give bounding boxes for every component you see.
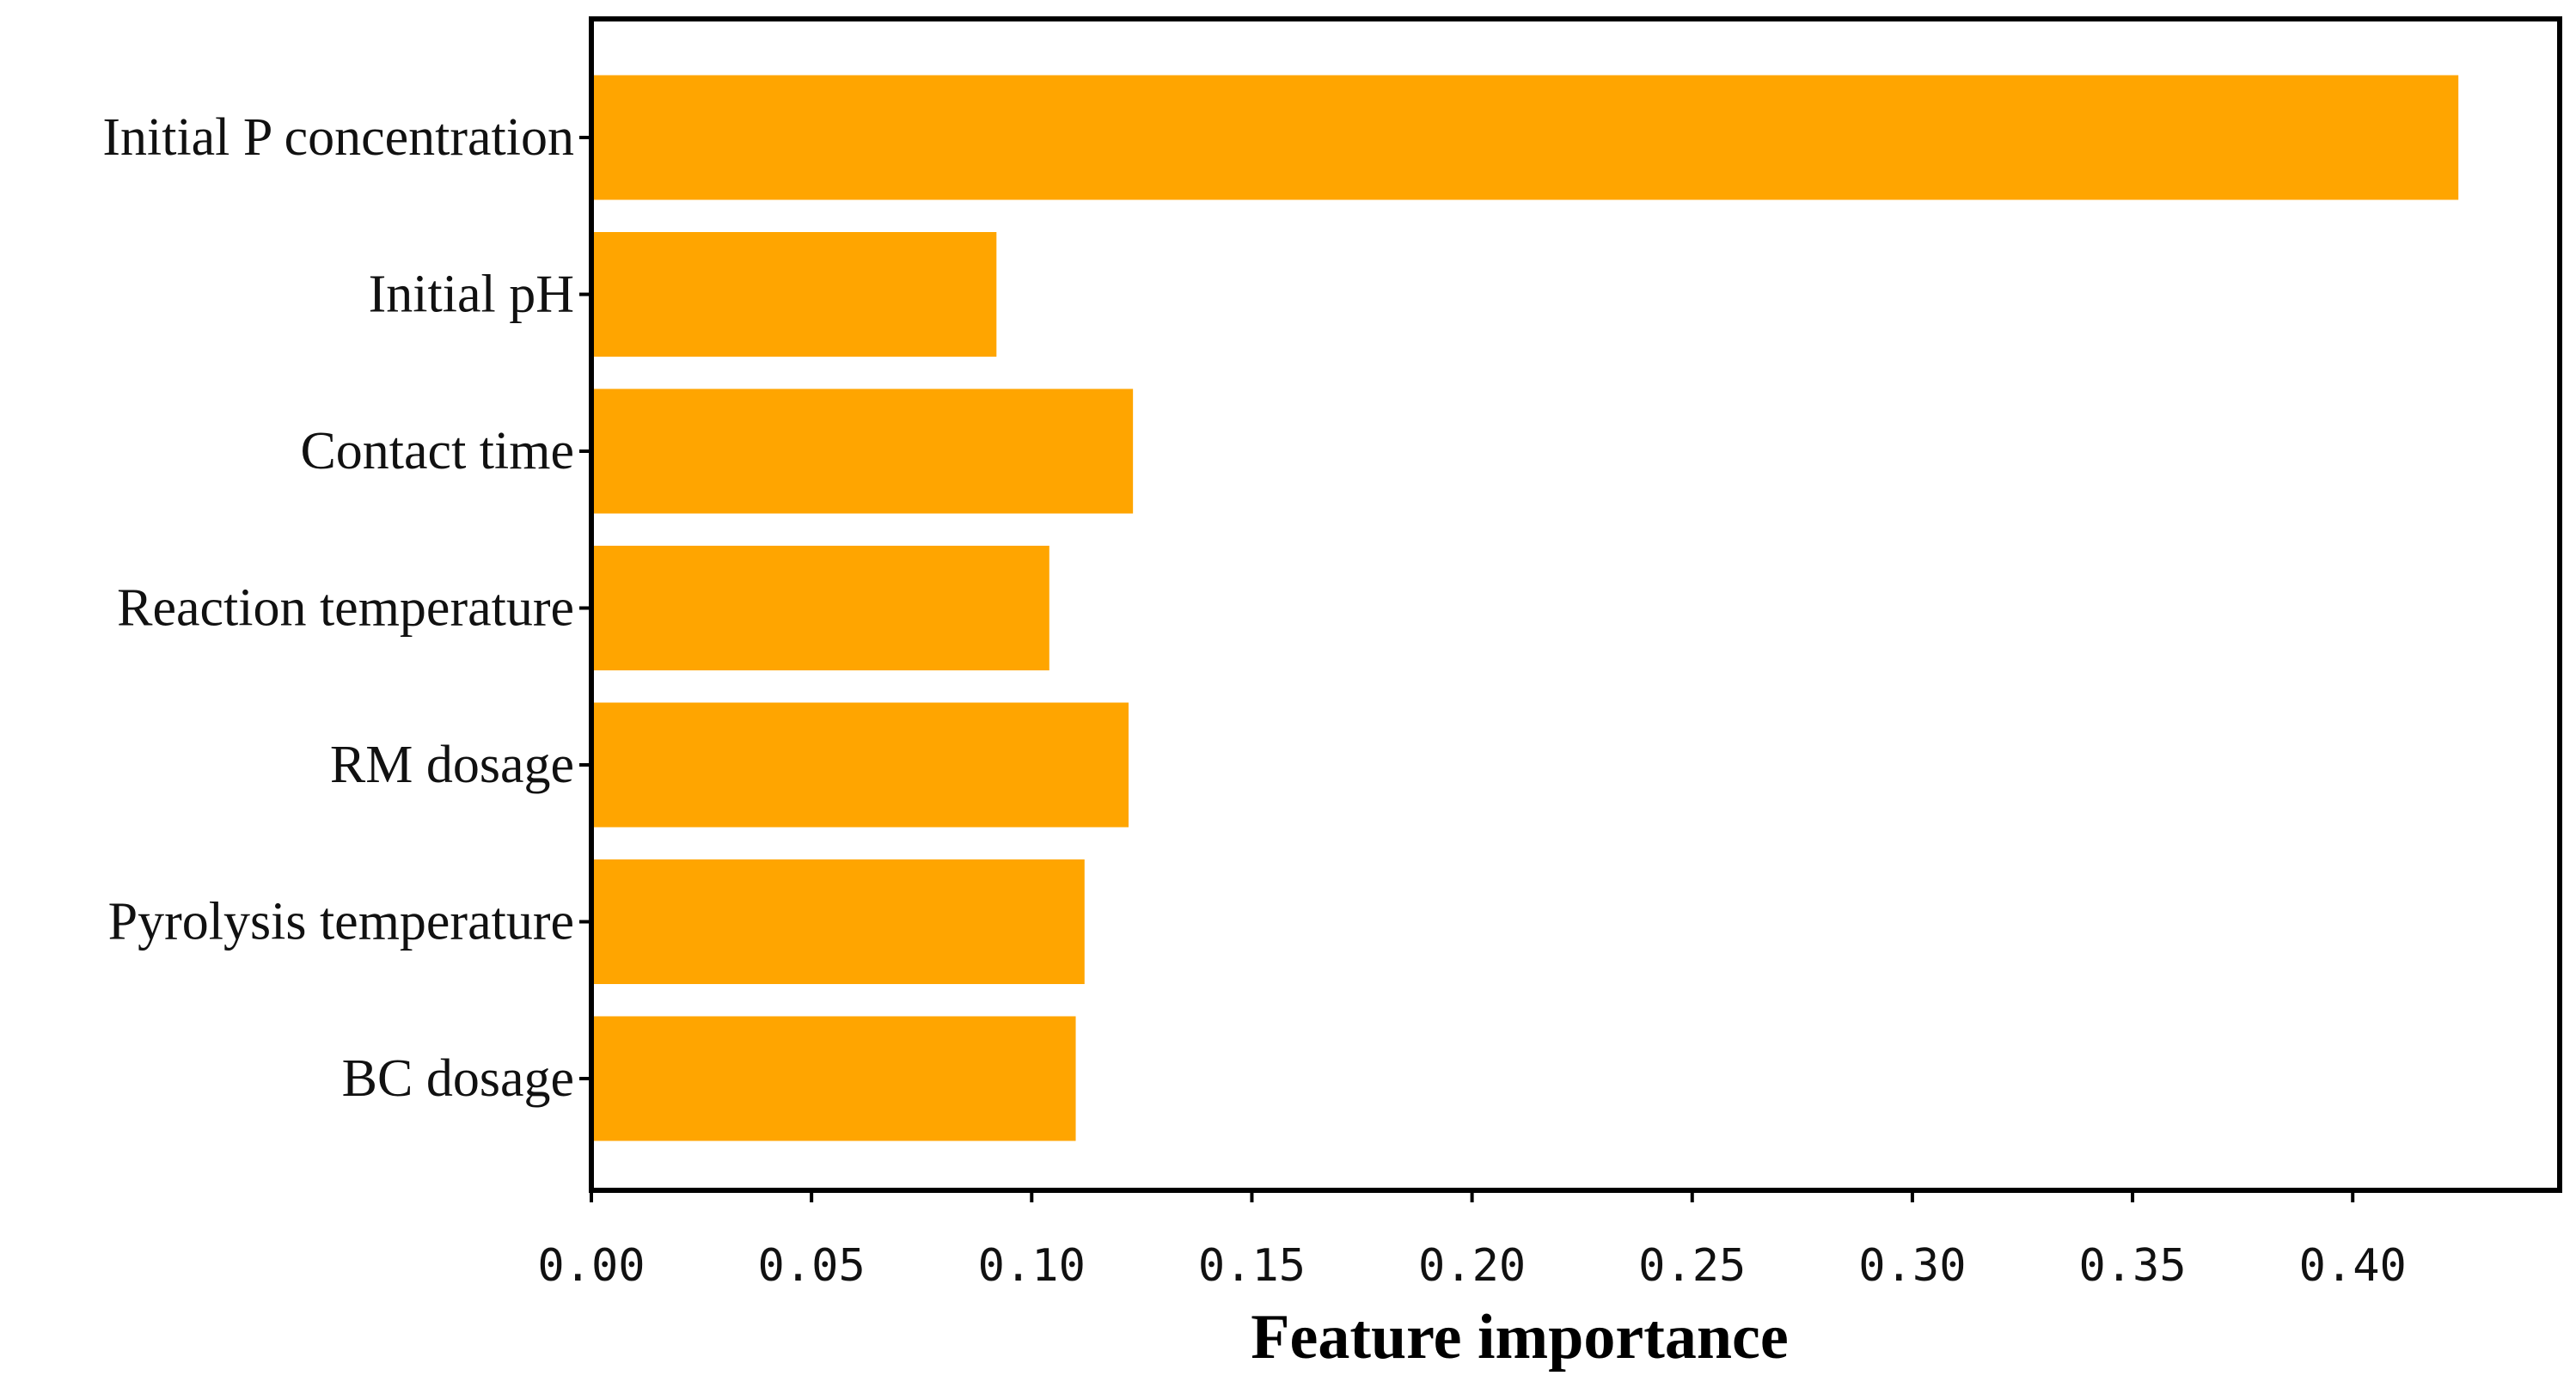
x-tick-label: 0.35 (2078, 1240, 2186, 1292)
x-tick-label: 0.15 (1198, 1240, 1306, 1292)
bar (591, 232, 997, 357)
bar (591, 388, 1134, 514)
category-label: Initial P concentration (102, 108, 574, 167)
category-label: RM dosage (330, 736, 574, 794)
x-axis-title: Feature importance (1251, 1302, 1788, 1373)
category-label: Pyrolysis temperature (108, 893, 574, 951)
x-tick-label: 0.25 (1638, 1240, 1746, 1292)
x-axis-ticks: 0.00 0.05 0.10 0.15 0.20 0.25 0.30 0.35 0.40 (537, 1190, 2407, 1292)
bar (591, 702, 1129, 828)
bar (591, 859, 1085, 984)
x-tick-label: 0.10 (978, 1240, 1086, 1292)
bar (591, 546, 1049, 670)
category-label: Initial pH (369, 266, 574, 324)
bars-group (591, 75, 2459, 1141)
x-tick-label: 0.05 (758, 1240, 866, 1292)
category-label: BC dosage (342, 1049, 574, 1108)
x-tick-label: 0.00 (537, 1240, 645, 1292)
plot-frame (589, 16, 2562, 1193)
x-tick-label: 0.40 (2299, 1240, 2407, 1292)
bar (591, 75, 2459, 200)
x-tick-label: 0.30 (1858, 1240, 1966, 1292)
x-tick-label: 0.20 (1418, 1240, 1526, 1292)
category-labels: Initial P concentration Initial pH Contact… (102, 108, 591, 1108)
bar (591, 1016, 1076, 1141)
category-label: Reaction temperature (117, 579, 574, 638)
category-label: Contact time (300, 422, 574, 480)
